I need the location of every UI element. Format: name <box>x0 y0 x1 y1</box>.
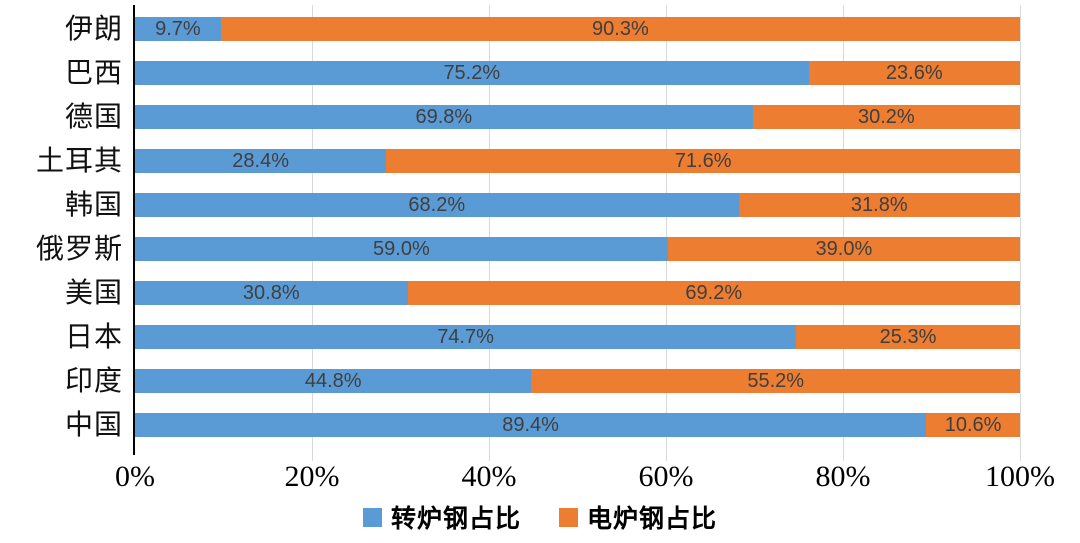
stacked-bar: 89.4% 10.6% <box>135 413 1020 437</box>
gridline <box>1020 5 1021 461</box>
legend-item-converter-steel: 转炉钢占比 <box>362 499 521 535</box>
bar-segment-electric: 69.2% <box>407 281 1020 305</box>
y-axis-line <box>133 5 135 455</box>
legend-swatch-blue-icon <box>362 507 382 527</box>
bar-segment-electric: 90.3% <box>220 17 1020 41</box>
bar-segment-converter: 9.7% <box>135 17 221 41</box>
plot-area: 9.7% 90.3% 75.2% 23.6% 69.8% 30.2% 28.4% 71.6% 6… <box>135 5 1021 461</box>
data-label: 69.8% <box>415 105 473 128</box>
data-label: 69.2% <box>685 281 743 304</box>
gridline <box>489 5 490 461</box>
bar-row: 68.2% 31.8% <box>135 183 1020 227</box>
bar-row: 74.7% 25.3% <box>135 315 1020 359</box>
bar-segment-electric: 10.6% <box>926 413 1020 437</box>
data-label: 25.3% <box>879 325 937 348</box>
legend-item-electric-steel: 电炉钢占比 <box>559 499 717 535</box>
category-label: 俄罗斯 <box>35 233 123 264</box>
legend-label: 电炉钢占比 <box>587 505 718 533</box>
data-label: 30.2% <box>857 105 915 128</box>
stacked-bar: 68.2% 31.8% <box>135 193 1020 217</box>
legend-label: 转炉钢占比 <box>390 505 521 533</box>
bar-row: 44.8% 55.2% <box>135 359 1020 403</box>
data-label: 30.8% <box>242 281 300 304</box>
stacked-bar: 59.0% 39.0% <box>135 237 1020 261</box>
stacked-bar: 74.7% 25.3% <box>135 325 1020 349</box>
bar-segment-electric: 23.6% <box>808 61 1020 85</box>
data-label: 75.2% <box>443 61 501 84</box>
bar-segment-electric: 31.8% <box>738 193 1020 217</box>
bar-row: 69.8% 30.2% <box>135 95 1020 139</box>
category-label: 美国 <box>64 277 123 308</box>
data-label: 90.3% <box>592 17 649 40</box>
category-label: 日本 <box>64 321 123 352</box>
x-axis-tick: 40% <box>461 460 517 493</box>
data-label: 23.6% <box>885 61 943 84</box>
data-label: 89.4% <box>502 413 559 436</box>
stacked-bar: 9.7% 90.3% <box>135 17 1020 41</box>
x-axis-tick: 100% <box>985 460 1055 493</box>
category-label: 韩国 <box>64 189 123 220</box>
bar-row: 75.2% 23.6% <box>135 51 1020 95</box>
bar-segment-converter: 74.7% <box>135 325 797 349</box>
category-label: 巴西 <box>64 57 123 88</box>
x-axis-tick: 20% <box>284 460 340 493</box>
bar-row: 30.8% 69.2% <box>135 271 1020 315</box>
bar-segment-electric: 25.3% <box>796 325 1020 349</box>
bar-segment-converter: 59.0% <box>135 237 668 261</box>
legend-swatch-orange-icon <box>559 507 578 527</box>
stacked-bar: 44.8% 55.2% <box>135 369 1020 393</box>
bar-row: 89.4% 10.6% <box>135 403 1020 447</box>
bar-row: 59.0% 39.0% <box>135 227 1020 271</box>
bar-segment-converter: 28.4% <box>135 149 387 173</box>
y-axis-category-labels: 伊朗巴西德国土耳其韩国俄罗斯美国日本印度中国 <box>0 7 123 447</box>
legend: 转炉钢占比 电炉钢占比 <box>0 499 1080 535</box>
bar-segment-electric: 30.2% <box>752 105 1020 129</box>
data-label: 10.6% <box>944 413 1002 436</box>
data-label: 55.2% <box>747 369 805 392</box>
x-axis-tick: 80% <box>815 460 871 493</box>
data-label: 74.7% <box>437 325 494 348</box>
x-axis: 0% 20% 40% 60% 80% 100% <box>115 460 1055 496</box>
bar-row: 28.4% 71.6% <box>135 139 1020 183</box>
bar-segment-converter: 75.2% <box>135 61 809 85</box>
data-label: 39.0% <box>815 237 873 260</box>
gridline <box>666 5 667 461</box>
data-label: 9.7% <box>155 17 201 40</box>
stacked-bar: 69.8% 30.2% <box>135 105 1020 129</box>
x-axis-tick: 0% <box>115 460 155 493</box>
stacked-bar: 30.8% 69.2% <box>135 281 1020 305</box>
bar-segment-electric: 71.6% <box>386 149 1020 173</box>
data-label: 68.2% <box>408 193 466 216</box>
bar-segment-converter: 69.8% <box>135 105 753 129</box>
bar-segment-converter: 89.4% <box>135 413 927 437</box>
gridline <box>312 5 313 461</box>
stacked-bar: 28.4% 71.6% <box>135 149 1020 173</box>
gridline <box>843 5 844 461</box>
data-label: 28.4% <box>232 149 290 172</box>
bar-segment-converter: 44.8% <box>135 369 532 393</box>
data-label: 44.8% <box>304 369 362 392</box>
bar-segment-converter: 30.8% <box>135 281 408 305</box>
category-label: 土耳其 <box>35 145 123 176</box>
bar-segment-converter: 68.2% <box>135 193 739 217</box>
bar-segment-electric: 55.2% <box>531 369 1020 393</box>
category-label: 伊朗 <box>64 13 123 44</box>
category-label: 中国 <box>64 409 123 440</box>
data-label: 59.0% <box>373 237 430 260</box>
bar-segment-electric: 39.0% <box>667 237 1020 261</box>
category-label: 印度 <box>64 365 123 396</box>
x-axis-tick: 60% <box>638 460 694 493</box>
bar-row: 9.7% 90.3% <box>135 7 1020 51</box>
category-label: 德国 <box>64 101 123 132</box>
data-label: 71.6% <box>674 149 732 172</box>
data-label: 31.8% <box>850 193 908 216</box>
stacked-bar: 75.2% 23.6% <box>135 61 1020 85</box>
